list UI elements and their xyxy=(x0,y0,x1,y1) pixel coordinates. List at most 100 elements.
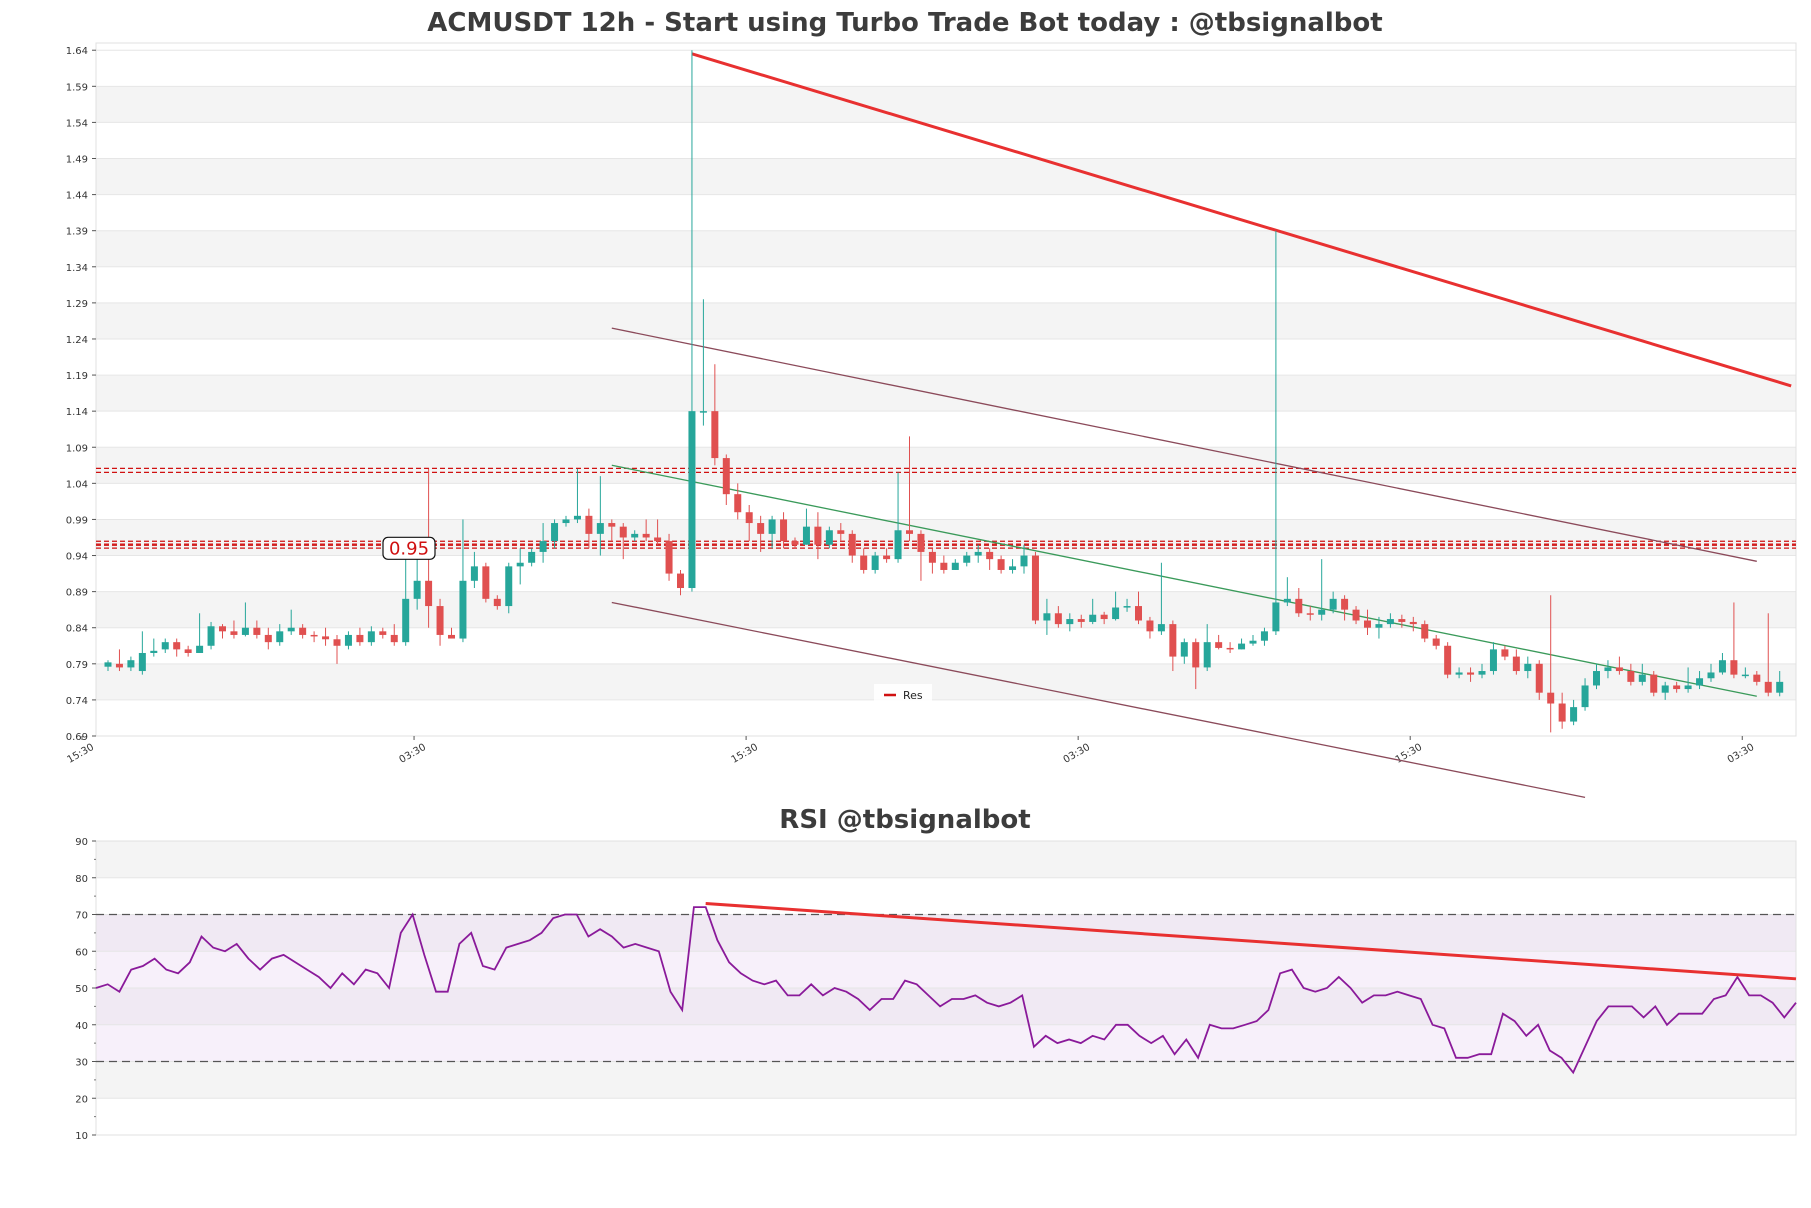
price-x-tick-label: 03:30 xyxy=(398,742,428,766)
candle-body xyxy=(390,634,398,643)
candle-body xyxy=(1283,598,1291,603)
candle-body xyxy=(573,515,581,520)
candle xyxy=(1203,624,1211,672)
candle-body xyxy=(642,533,650,538)
candle xyxy=(379,627,387,639)
candle-body xyxy=(344,634,352,646)
candle xyxy=(1650,671,1658,697)
candle-body xyxy=(1570,707,1578,722)
rsi-y-tick-label: 10 xyxy=(75,1131,88,1142)
price-y-tick-label: 1.09 xyxy=(66,443,88,454)
candle xyxy=(860,548,868,574)
candle xyxy=(516,548,524,585)
price-y-tick-label: 1.19 xyxy=(66,371,88,382)
candle-body xyxy=(528,551,536,563)
candle xyxy=(1146,616,1154,639)
candle xyxy=(276,624,284,646)
candle-body xyxy=(1146,620,1154,632)
candle xyxy=(1707,663,1715,682)
candle xyxy=(768,515,776,549)
price-plot-border xyxy=(95,42,1797,737)
price-y-tick-label: 1.49 xyxy=(66,155,88,166)
candle xyxy=(1684,667,1692,693)
price-y-tick-label: 0.84 xyxy=(66,624,88,635)
candle-body xyxy=(1764,681,1772,693)
candle-body xyxy=(1627,671,1635,682)
candle xyxy=(1215,634,1223,650)
candle xyxy=(1627,663,1635,686)
candle-body xyxy=(1432,638,1440,646)
candle-body xyxy=(1638,674,1646,682)
candle-body xyxy=(253,627,261,635)
rsi-y-tick-label: 80 xyxy=(75,874,88,885)
candle xyxy=(1501,645,1509,661)
candle xyxy=(631,530,639,542)
candle xyxy=(1421,620,1429,643)
candle xyxy=(493,595,501,610)
candle-body xyxy=(814,526,822,545)
candle-body xyxy=(322,636,330,640)
candle-body xyxy=(1352,609,1360,621)
candle xyxy=(951,559,959,570)
candle-body xyxy=(871,555,879,570)
candle xyxy=(1593,663,1600,690)
candle-body xyxy=(1558,703,1566,722)
candle-body xyxy=(1203,642,1211,668)
candle xyxy=(1260,627,1268,646)
price-x-tick-label: 15:30 xyxy=(730,742,760,766)
candle xyxy=(1776,671,1784,697)
candle xyxy=(1581,678,1589,711)
candle-body xyxy=(665,541,673,574)
candle xyxy=(1180,638,1188,664)
price-x-axis: 15:30 03:30 15:30 03:30 15:30 03:30 xyxy=(66,736,1756,766)
candle-body xyxy=(848,533,856,556)
price-band xyxy=(96,375,1796,412)
candle-body xyxy=(837,530,845,534)
rsi-y-tick-label: 20 xyxy=(75,1094,88,1105)
candle-body xyxy=(997,559,1005,570)
candle-body xyxy=(448,634,455,639)
candles xyxy=(104,50,1784,733)
candle xyxy=(1638,663,1646,686)
rsi-band xyxy=(96,988,1796,1025)
candle-body xyxy=(1604,667,1612,672)
candle-body xyxy=(1089,614,1097,622)
candle-body xyxy=(241,627,249,635)
candle xyxy=(619,523,627,560)
candle-body xyxy=(1215,642,1223,648)
candle xyxy=(470,551,478,589)
candle xyxy=(1696,671,1704,690)
candle xyxy=(241,602,249,637)
candle xyxy=(1283,577,1291,607)
candle xyxy=(871,551,879,574)
candle-body xyxy=(562,519,570,524)
price-y-tick-label: 0.74 xyxy=(66,696,88,707)
candle xyxy=(585,508,593,549)
candle-body xyxy=(276,631,284,643)
candle xyxy=(1455,667,1463,679)
candle xyxy=(1089,598,1097,625)
candle-body xyxy=(184,649,192,653)
candle xyxy=(207,621,215,650)
price-y-tick-label: 0.89 xyxy=(66,588,88,599)
candle-body xyxy=(1123,606,1131,608)
candle xyxy=(1364,609,1371,635)
candle-body xyxy=(1341,598,1349,610)
candle xyxy=(1432,634,1440,650)
candle xyxy=(1054,606,1062,628)
candle-body xyxy=(1169,624,1177,657)
trendline-mid xyxy=(611,464,1757,697)
trend-lines xyxy=(611,52,1792,798)
candle-body xyxy=(688,411,696,589)
legend: Res xyxy=(874,684,932,704)
candle xyxy=(802,508,810,545)
price-y-tick-label: 1.59 xyxy=(66,82,88,93)
candle xyxy=(539,523,547,563)
candle-body xyxy=(1260,631,1268,641)
candle xyxy=(1135,591,1142,625)
candle-body xyxy=(115,663,123,668)
candle-body xyxy=(1020,555,1028,567)
candle xyxy=(1478,663,1486,679)
candle xyxy=(1409,616,1417,632)
candle xyxy=(1673,681,1681,693)
